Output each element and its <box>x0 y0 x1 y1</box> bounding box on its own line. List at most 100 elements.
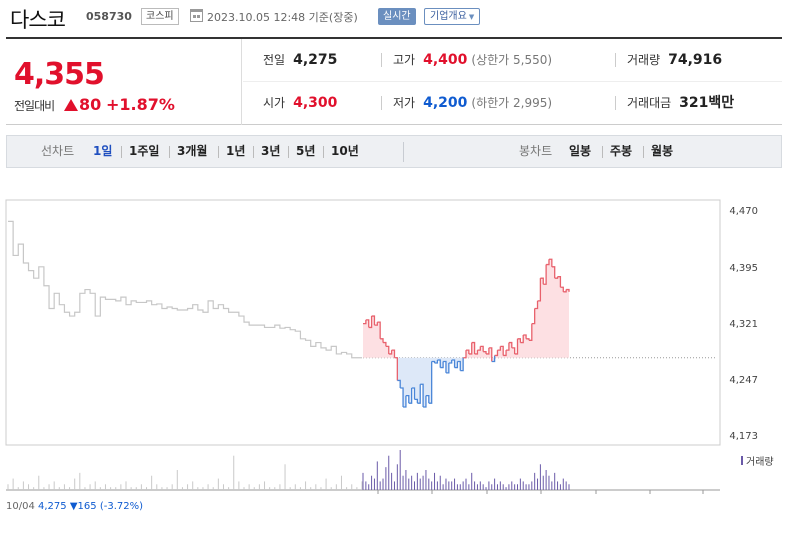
today-price-segment <box>528 323 533 341</box>
today-price-segment <box>408 388 413 404</box>
today-price-segment <box>403 395 407 408</box>
up-triangle-icon <box>64 99 78 111</box>
today-price-segment <box>383 341 387 347</box>
divider <box>381 53 382 67</box>
realtime-button[interactable]: 실시간 <box>378 8 416 25</box>
today-price-segment <box>417 384 421 404</box>
today-price-segment <box>463 350 467 359</box>
tab-3months[interactable]: 3개월 <box>177 144 208 158</box>
change-value-number: 80 <box>79 95 102 114</box>
today-price-segment <box>425 394 430 404</box>
today-price-segment <box>514 338 519 355</box>
today-price-segment <box>548 258 553 267</box>
tab-weekly-candle[interactable]: 주봉 <box>610 144 633 158</box>
calendar-icon <box>190 9 203 22</box>
today-price-segment <box>566 288 570 292</box>
today-price-segment <box>443 360 447 373</box>
stat-label: 저가 <box>393 96 416 110</box>
today-price-segment <box>457 360 461 371</box>
today-price-segment <box>374 322 378 326</box>
stat-open: 시가 4,300 <box>263 82 337 125</box>
stat-value: 4,275 <box>293 52 338 68</box>
tab-group-divider <box>403 142 404 162</box>
y-tick-label: 4,470 <box>729 206 758 217</box>
today-price-segment <box>371 315 376 326</box>
quote-summary: 4,355 전일대비 80 +1.87% 전일 4,275 고가 4,400 (상한가… <box>6 37 782 125</box>
today-price-segment <box>526 338 530 341</box>
stats-row-2: 시가 4,300 저가 4,200 (하한가 2,995) 거래대금 321백만 <box>243 82 782 125</box>
stat-label: 시가 <box>263 96 286 110</box>
divider <box>615 96 616 110</box>
today-price-segment <box>397 379 401 389</box>
prev-day-price-line <box>8 220 362 359</box>
company-overview-label: 기업개요 <box>430 11 467 22</box>
volume-legend-swatch <box>741 456 743 465</box>
today-price-segment <box>494 350 499 357</box>
tab-1year[interactable]: 1년 <box>226 144 246 158</box>
price-area: 4,355 전일대비 80 +1.87% <box>6 39 242 125</box>
chart-tab-bar: 선차트 1일 1주일 3개월 1년 3년 5년 10년 봉차트 일봉 주봉 월봉 <box>6 135 782 168</box>
today-price-segment <box>400 387 404 407</box>
today-price-segment <box>557 276 562 288</box>
today-price-segment <box>540 277 544 285</box>
stat-label: 거래량 <box>627 53 661 67</box>
today-price-segment <box>394 357 398 381</box>
y-tick-label: 4,247 <box>729 375 758 386</box>
tab-separator <box>288 146 289 158</box>
today-price-segment <box>508 341 513 348</box>
today-price-segment <box>543 264 547 285</box>
today-price-segment <box>460 357 464 372</box>
today-price-segment <box>520 335 524 344</box>
tab-daily-candle[interactable]: 일봉 <box>569 144 592 158</box>
stat-prev-close: 전일 4,275 <box>263 39 337 82</box>
prev-day-down-icon: ▼ <box>69 501 78 512</box>
tab-10years[interactable]: 10년 <box>331 144 359 158</box>
upper-limit: (상한가 5,550) <box>471 53 553 67</box>
prev-day-close: 4,275 <box>38 501 67 512</box>
divider <box>615 53 616 67</box>
today-price-segment <box>511 347 516 354</box>
today-price-segment <box>368 316 373 329</box>
tab-monthly-candle[interactable]: 월봉 <box>651 144 674 158</box>
today-price-segment <box>480 345 484 352</box>
stat-label: 고가 <box>393 53 416 67</box>
tab-separator <box>323 146 324 158</box>
amount-unit: 백만 <box>708 95 735 111</box>
y-tick-label: 4,173 <box>729 431 758 442</box>
line-chart-label: 선차트 <box>41 144 75 158</box>
tab-5years[interactable]: 5년 <box>296 144 316 158</box>
today-price-segment <box>471 341 476 354</box>
today-price-segment <box>388 350 393 355</box>
today-price-segment <box>411 387 416 400</box>
today-price-segment <box>551 266 556 279</box>
today-price-segment <box>474 350 479 355</box>
volume-legend-label: 거래량 <box>746 456 774 468</box>
divider <box>381 96 382 110</box>
prev-day-summary: 10/04 4,275 ▼165 (-3.72%) <box>6 501 143 512</box>
tab-3years[interactable]: 3년 <box>261 144 281 158</box>
today-price-segment <box>414 398 419 404</box>
tab-1day[interactable]: 1일 <box>93 144 113 158</box>
today-price-segment <box>440 361 444 369</box>
today-price-segment <box>363 319 367 325</box>
stat-volume: 거래량 74,916 <box>627 39 722 82</box>
today-price-segment <box>500 345 504 356</box>
change-percent: +1.87% <box>106 95 175 114</box>
company-overview-dropdown[interactable]: 기업개요 ▼ <box>424 8 481 25</box>
stat-value: 4,300 <box>293 95 338 111</box>
today-price-segment <box>428 361 433 404</box>
stats-grid: 전일 4,275 고가 4,400 (상한가 5,550) 거래량 74,916 시가 4… <box>243 39 782 125</box>
intraday-price-chart: 4,4704,3954,3214,2474,173거래량10/0510:0011… <box>5 199 774 494</box>
tab-1week[interactable]: 1주일 <box>129 144 160 158</box>
today-up-area <box>363 259 569 381</box>
stat-value: 321 <box>679 95 709 111</box>
today-down-area <box>397 355 495 407</box>
today-price-segment <box>537 278 542 302</box>
today-price-segment <box>377 321 381 339</box>
today-price-segment <box>423 395 427 408</box>
lower-limit: (하한가 2,995) <box>471 96 553 110</box>
today-price-segment <box>445 363 450 374</box>
stat-high: 고가 4,400 (상한가 5,550) <box>393 39 552 82</box>
today-price-segment <box>385 345 390 354</box>
today-price-segment <box>468 342 473 355</box>
